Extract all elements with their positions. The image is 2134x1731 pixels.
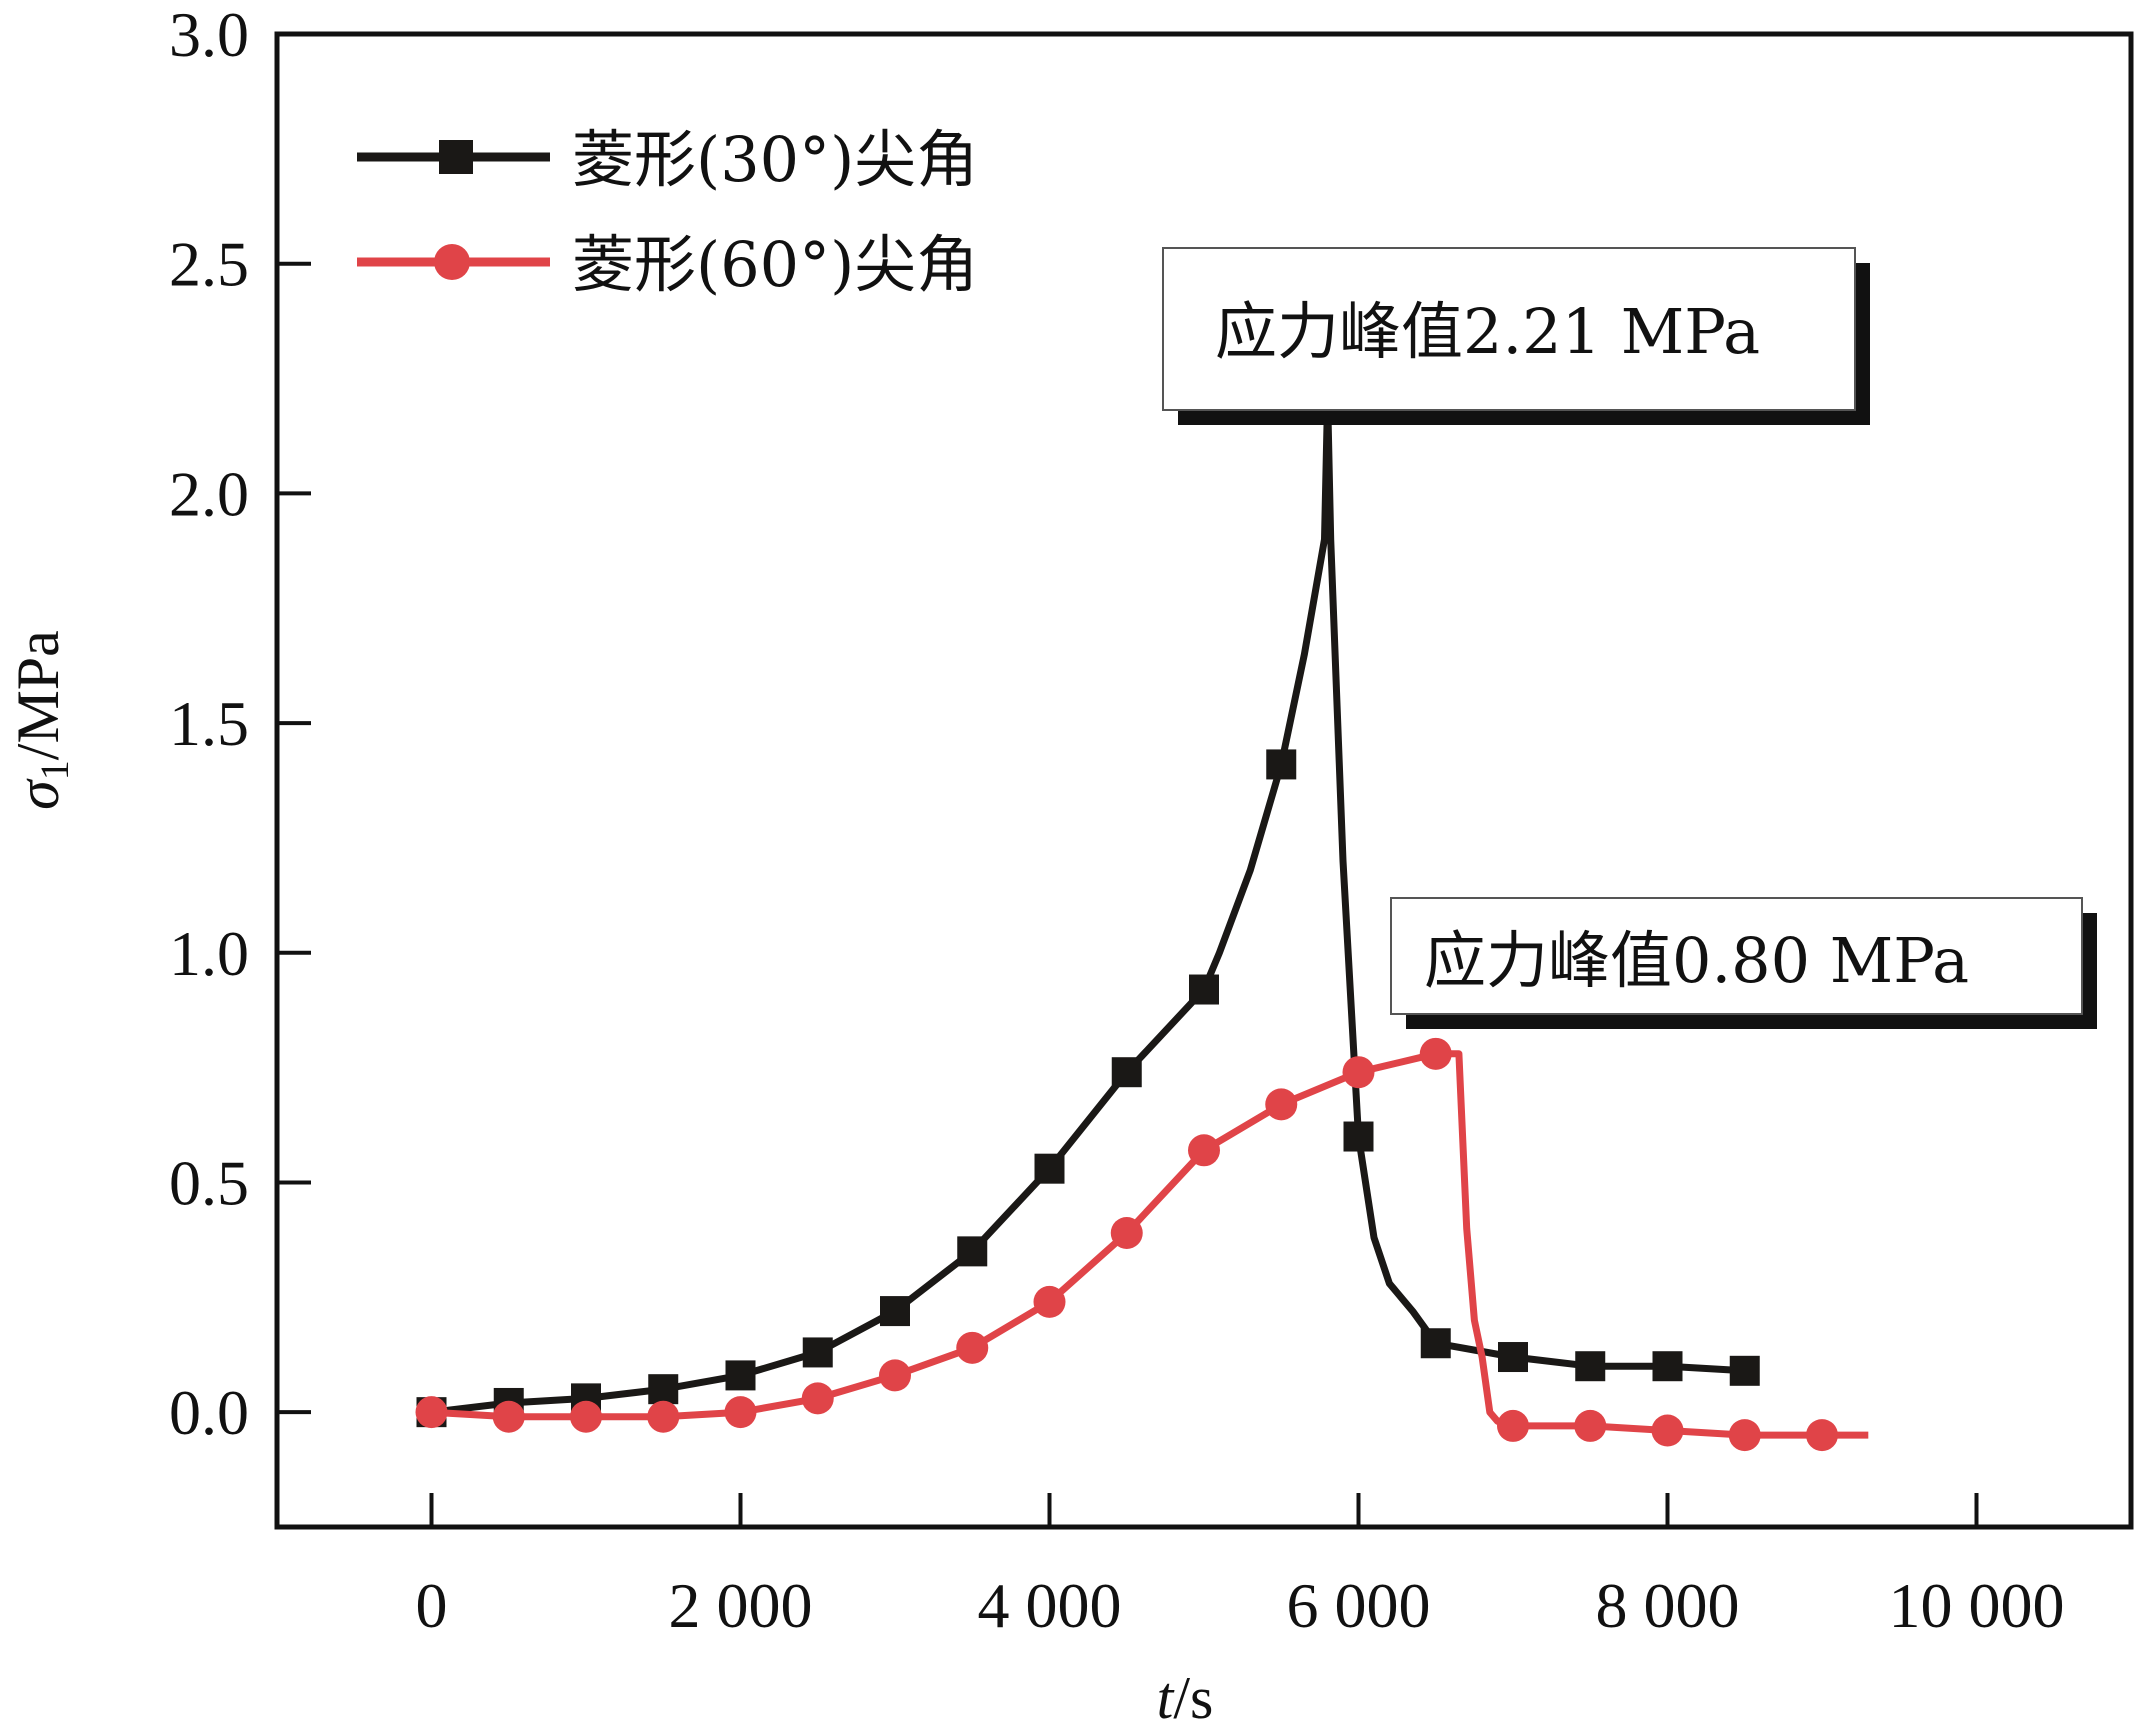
data-point-circle — [647, 1400, 680, 1433]
data-point-square — [1498, 1342, 1528, 1373]
data-point-square — [1189, 974, 1219, 1005]
x-axis-unit: /s — [1173, 1665, 1213, 1731]
y-tick-label: 1.0 — [169, 918, 249, 989]
data-point-circle — [1188, 1134, 1220, 1167]
x-tick-label: 8 000 — [1596, 1570, 1740, 1641]
data-point-circle — [1497, 1409, 1529, 1442]
x-tick-label: 6 000 — [1287, 1570, 1431, 1641]
legend-marker-circle — [434, 244, 470, 280]
data-point-circle — [1033, 1285, 1066, 1318]
data-point-square — [1575, 1351, 1606, 1382]
annotation-text: 应力峰值2.21 MPa — [1215, 295, 1760, 368]
series-markers — [415, 749, 1838, 1452]
y-tick-label: 1.5 — [169, 688, 249, 759]
legend: 菱形(30°)尖角 菱形(60°)尖角 — [357, 123, 978, 301]
data-point-square — [802, 1337, 833, 1368]
data-point-square — [957, 1236, 988, 1267]
data-point-square — [1420, 1328, 1451, 1359]
annotation-text: 应力峰值0.80 MPa — [1424, 924, 1969, 997]
legend-label-series-2: 菱形(60°)尖角 — [572, 228, 978, 301]
x-tick-label: 10 000 — [1889, 1570, 2065, 1641]
data-point-circle — [801, 1382, 834, 1415]
data-point-circle — [879, 1359, 911, 1392]
y-tick-label: 0.0 — [169, 1377, 249, 1448]
legend-label-series-1: 菱形(30°)尖角 — [572, 123, 978, 196]
data-point-square — [648, 1374, 679, 1405]
series-line-1 — [431, 393, 1746, 1416]
y-axis-subscript: 1 — [32, 760, 77, 780]
data-point-circle — [1806, 1419, 1838, 1452]
data-point-circle — [724, 1396, 757, 1429]
data-point-circle — [570, 1400, 602, 1433]
y-axis-var: σ — [5, 778, 71, 810]
plot-frame — [274, 31, 2134, 1530]
x-tick-label: 0 — [416, 1570, 448, 1641]
annotation-box — [1390, 897, 2083, 1015]
data-point-circle — [415, 1396, 448, 1429]
data-point-square — [880, 1296, 910, 1327]
data-point-circle — [1651, 1414, 1684, 1447]
x-tick-label: 4 000 — [978, 1570, 1122, 1641]
x-axis-var: t — [1157, 1665, 1175, 1731]
y-axis-title: σ1/MPa — [5, 630, 77, 810]
data-point-circle — [1728, 1419, 1761, 1452]
data-point-circle — [1419, 1037, 1452, 1070]
data-point-square — [1343, 1121, 1374, 1152]
data-point-circle — [492, 1400, 525, 1433]
data-point-circle — [1265, 1088, 1298, 1121]
y-axis-unit: /MPa — [5, 630, 71, 760]
x-tick-label: 2 000 — [669, 1570, 813, 1641]
data-point-square — [1652, 1351, 1683, 1382]
y-tick-label: 2.0 — [169, 458, 249, 529]
data-point-square — [725, 1360, 756, 1391]
x-axis-title: t/s — [1157, 1665, 1214, 1731]
x-axis-ticks: 0 2 000 4 000 6 000 8 000 10 000 — [416, 1493, 2065, 1641]
annotation-box — [1162, 247, 1856, 411]
data-point-circle — [956, 1331, 989, 1364]
data-point-circle — [1342, 1056, 1375, 1089]
data-point-circle — [1574, 1409, 1607, 1442]
data-point-square — [1034, 1153, 1065, 1184]
data-point-square — [1729, 1355, 1760, 1386]
annotation-peak-series-2: 应力峰值0.80 MPa — [1390, 897, 2097, 1029]
data-point-square — [1266, 749, 1297, 780]
y-axis-ticks: 0.0 0.5 1.0 1.5 2.0 2.5 3.0 — [169, 0, 311, 1448]
legend-marker-square — [439, 140, 473, 174]
data-point-circle — [1110, 1216, 1143, 1249]
y-tick-label: 3.0 — [169, 0, 249, 70]
y-tick-label: 0.5 — [169, 1147, 249, 1218]
data-point-square — [1111, 1057, 1142, 1088]
y-tick-label: 2.5 — [169, 229, 249, 300]
annotation-peak-series-1: 应力峰值2.21 MPa — [1162, 247, 1870, 425]
